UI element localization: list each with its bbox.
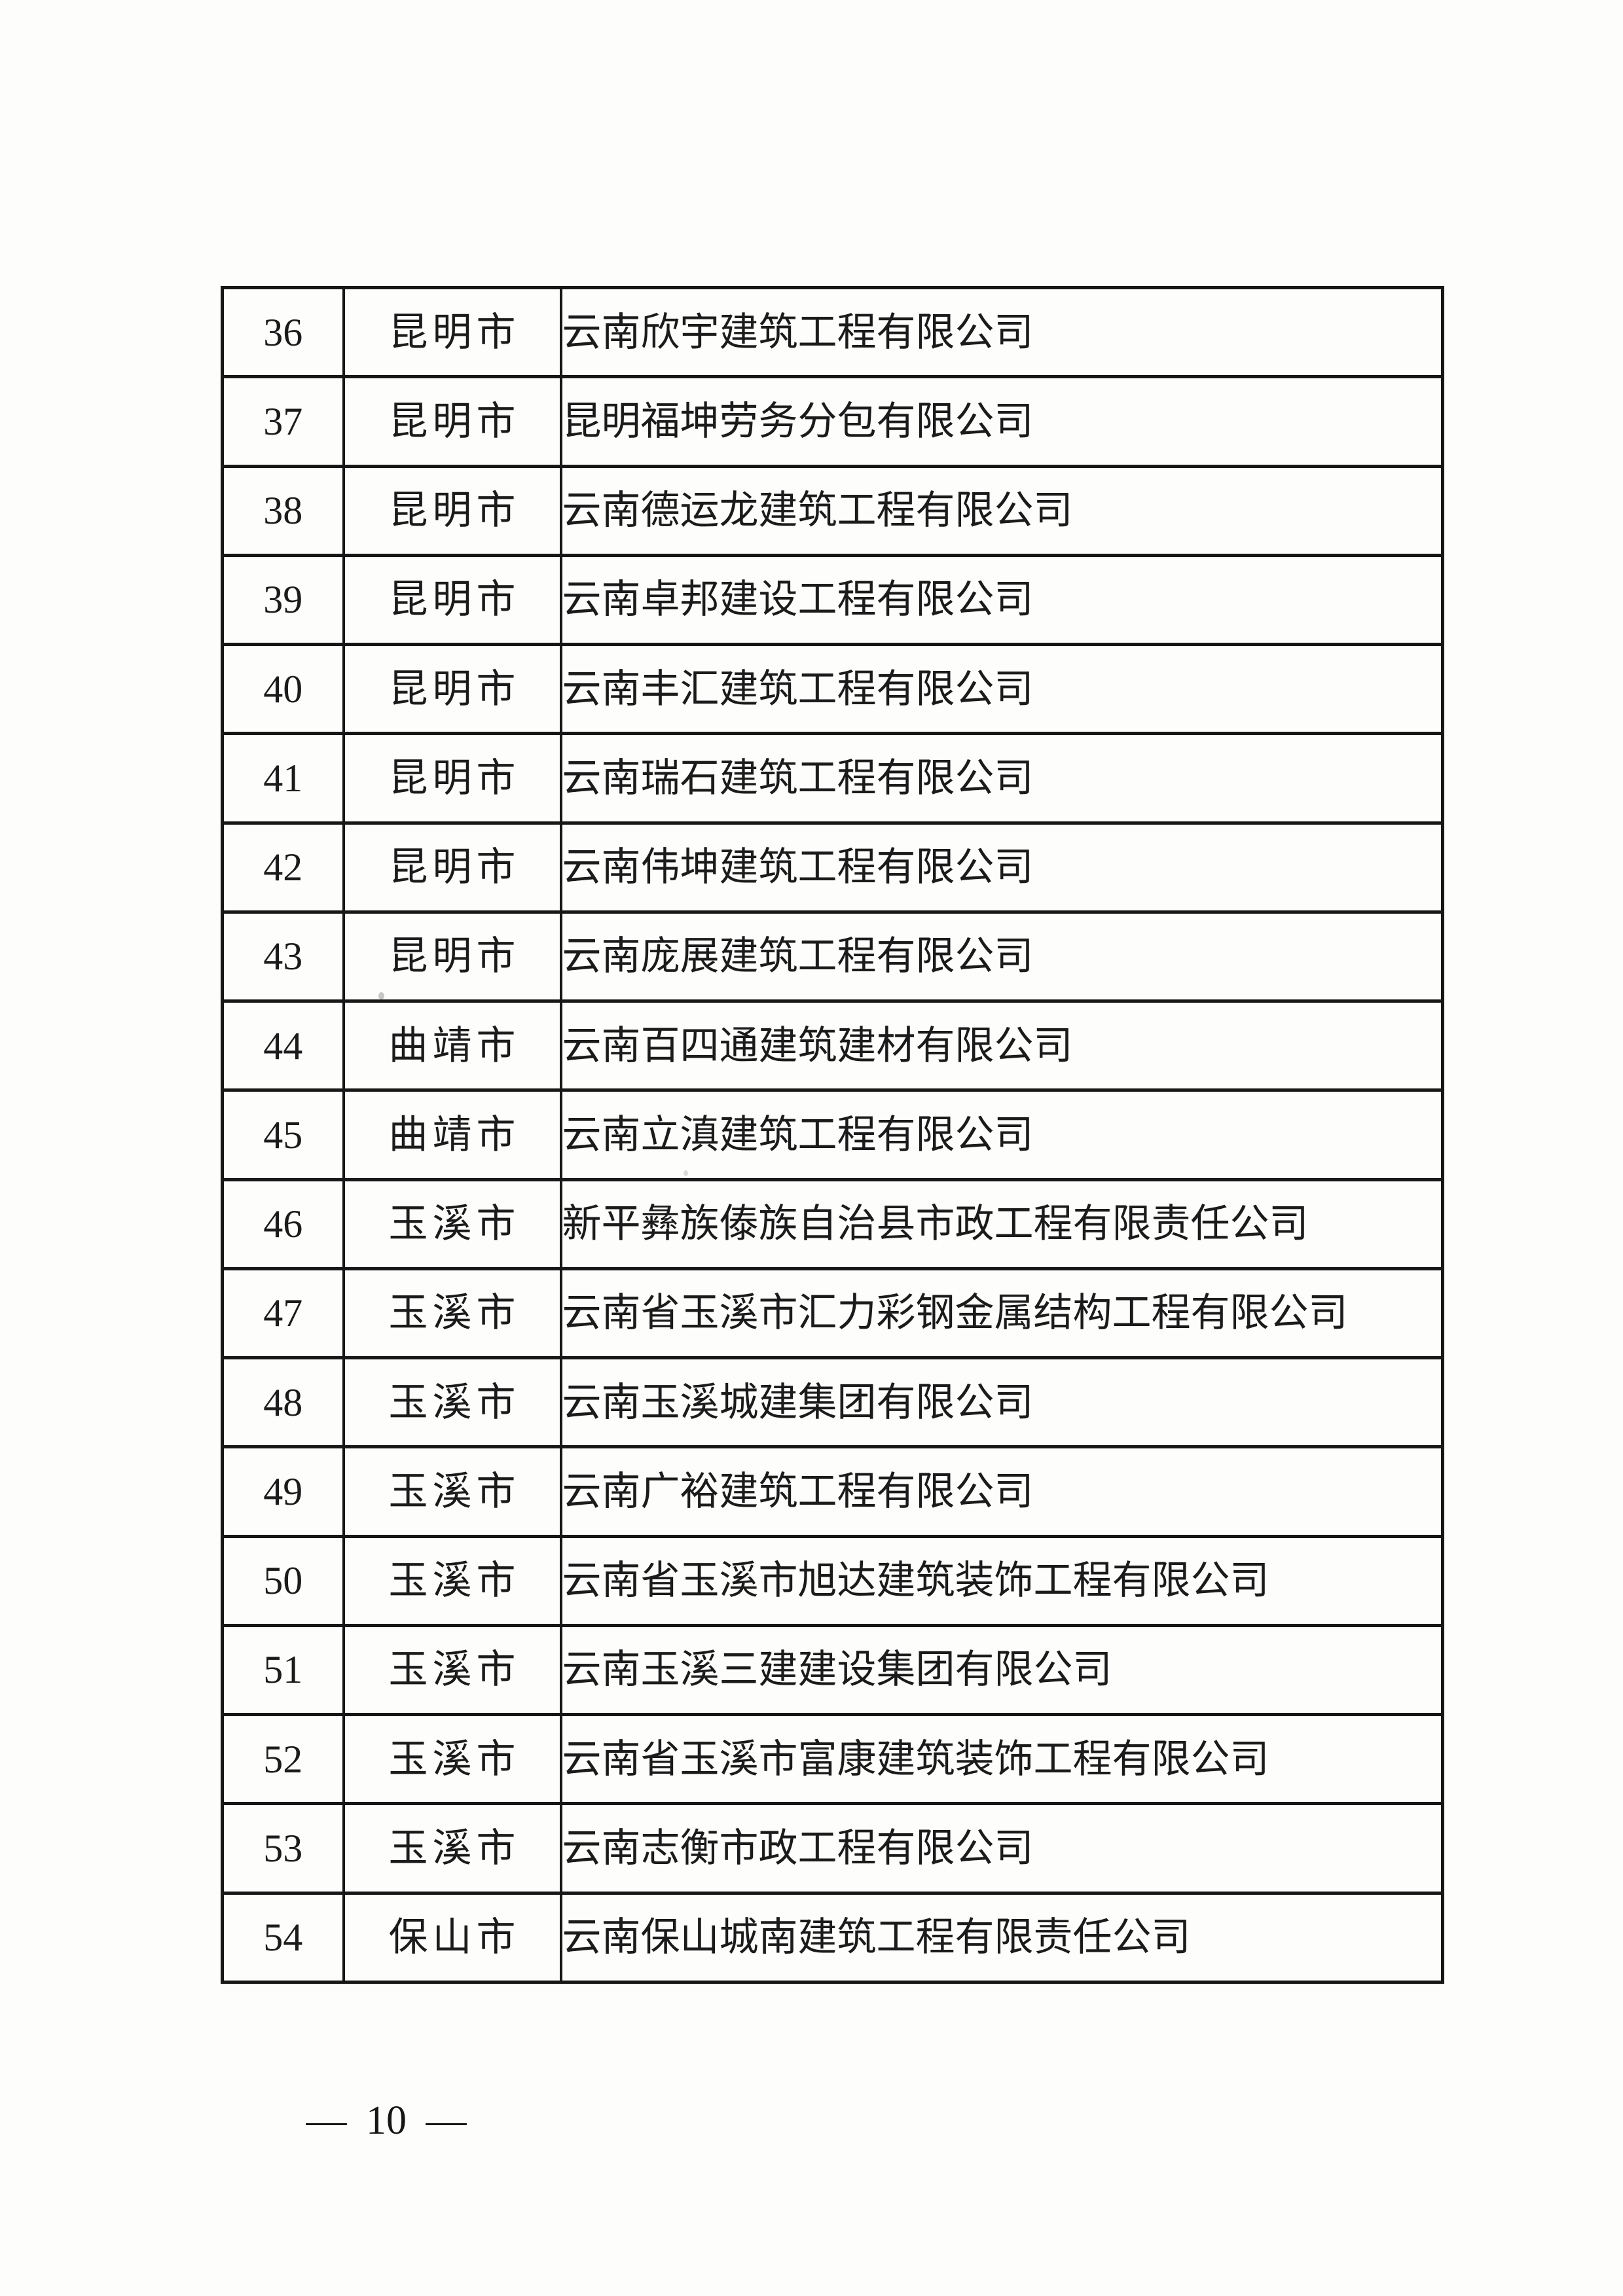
- row-company: 云南玉溪城建集团有限公司: [559, 1355, 1444, 1449]
- company-roster-body: 36 昆明市 云南欣宇建筑工程有限公司 37 昆明市 昆明福坤劳务分包有限公司 …: [221, 285, 1444, 1984]
- row-city: 玉溪市: [342, 1355, 562, 1449]
- row-city: 玉溪市: [342, 1712, 562, 1806]
- row-city: 玉溪市: [342, 1623, 562, 1717]
- row-number: 51: [221, 1623, 345, 1717]
- table-row: 42 昆明市 云南伟坤建筑工程有限公司: [221, 821, 1444, 914]
- row-company: 云南省玉溪市旭达建筑装饰工程有限公司: [559, 1534, 1444, 1627]
- row-number: 43: [221, 910, 345, 1003]
- row-city: 昆明市: [342, 732, 562, 825]
- row-company: 云南德运龙建筑工程有限公司: [559, 464, 1444, 557]
- table-row: 36 昆明市 云南欣宇建筑工程有限公司: [221, 285, 1444, 379]
- row-company: 云南志衡市政工程有限公司: [559, 1802, 1444, 1895]
- row-city: 昆明市: [342, 553, 562, 647]
- row-number: 39: [221, 553, 345, 647]
- row-number: 37: [221, 375, 345, 468]
- row-number: 44: [221, 999, 345, 1092]
- row-company: 云南丰汇建筑工程有限公司: [559, 642, 1444, 736]
- row-city: 玉溪市: [342, 1534, 562, 1627]
- row-number: 50: [221, 1534, 345, 1627]
- row-number: 42: [221, 821, 345, 914]
- page-number: — 10 —: [306, 2098, 467, 2143]
- row-company: 云南玉溪三建建设集团有限公司: [559, 1623, 1444, 1717]
- row-company: 昆明福坤劳务分包有限公司: [559, 375, 1444, 468]
- row-number: 41: [221, 732, 345, 825]
- table-row: 50 玉溪市 云南省玉溪市旭达建筑装饰工程有限公司: [221, 1534, 1444, 1627]
- row-number: 38: [221, 464, 345, 557]
- row-company: 云南百四通建筑建材有限公司: [559, 999, 1444, 1092]
- table-row: 39 昆明市 云南卓邦建设工程有限公司: [221, 553, 1444, 647]
- row-company: 云南省玉溪市汇力彩钢金属结构工程有限公司: [559, 1266, 1444, 1360]
- table-row: 53 玉溪市 云南志衡市政工程有限公司: [221, 1802, 1444, 1895]
- table-row: 45 曲靖市 云南立滇建筑工程有限公司: [221, 1088, 1444, 1181]
- row-city: 玉溪市: [342, 1802, 562, 1895]
- row-company: 新平彝族傣族自治县市政工程有限责任公司: [559, 1177, 1444, 1270]
- row-city: 保山市: [342, 1891, 562, 1984]
- row-city: 昆明市: [342, 642, 562, 736]
- row-city: 昆明市: [342, 821, 562, 914]
- table-row: 48 玉溪市 云南玉溪城建集团有限公司: [221, 1355, 1444, 1449]
- row-city: 昆明市: [342, 285, 562, 379]
- row-number: 45: [221, 1088, 345, 1181]
- table-row: 51 玉溪市 云南玉溪三建建设集团有限公司: [221, 1623, 1444, 1717]
- table-row: 41 昆明市 云南瑞石建筑工程有限公司: [221, 732, 1444, 825]
- row-number: 49: [221, 1445, 345, 1538]
- row-company: 云南卓邦建设工程有限公司: [559, 553, 1444, 647]
- table-row: 38 昆明市 云南德运龙建筑工程有限公司: [221, 464, 1444, 557]
- row-number: 48: [221, 1355, 345, 1449]
- row-company: 云南保山城南建筑工程有限责任公司: [559, 1891, 1444, 1984]
- row-company: 云南伟坤建筑工程有限公司: [559, 821, 1444, 914]
- row-number: 40: [221, 642, 345, 736]
- row-company: 云南欣宇建筑工程有限公司: [559, 285, 1444, 379]
- row-city: 昆明市: [342, 464, 562, 557]
- table-row: 43 昆明市 云南庞展建筑工程有限公司: [221, 910, 1444, 1003]
- scan-speck: [684, 1170, 688, 1176]
- table-row: 40 昆明市 云南丰汇建筑工程有限公司: [221, 642, 1444, 736]
- table-row: 44 曲靖市 云南百四通建筑建材有限公司: [221, 999, 1444, 1092]
- table-row: 49 玉溪市 云南广裕建筑工程有限公司: [221, 1445, 1444, 1538]
- row-number: 53: [221, 1802, 345, 1895]
- row-city: 曲靖市: [342, 1088, 562, 1181]
- row-number: 54: [221, 1891, 345, 1984]
- row-city: 昆明市: [342, 375, 562, 468]
- row-company: 云南庞展建筑工程有限公司: [559, 910, 1444, 1003]
- scan-speck: [378, 992, 384, 999]
- table-row: 54 保山市 云南保山城南建筑工程有限责任公司: [221, 1891, 1444, 1984]
- row-city: 玉溪市: [342, 1266, 562, 1360]
- table-row: 47 玉溪市 云南省玉溪市汇力彩钢金属结构工程有限公司: [221, 1266, 1444, 1360]
- company-roster-table: 36 昆明市 云南欣宇建筑工程有限公司 37 昆明市 昆明福坤劳务分包有限公司 …: [221, 285, 1444, 1984]
- row-number: 52: [221, 1712, 345, 1806]
- row-city: 昆明市: [342, 910, 562, 1003]
- row-number: 46: [221, 1177, 345, 1270]
- row-company: 云南广裕建筑工程有限公司: [559, 1445, 1444, 1538]
- row-number: 36: [221, 285, 345, 379]
- row-company: 云南立滇建筑工程有限公司: [559, 1088, 1444, 1181]
- row-company: 云南省玉溪市富康建筑装饰工程有限公司: [559, 1712, 1444, 1806]
- row-number: 47: [221, 1266, 345, 1360]
- row-company: 云南瑞石建筑工程有限公司: [559, 732, 1444, 825]
- row-city: 玉溪市: [342, 1445, 562, 1538]
- table-row: 37 昆明市 昆明福坤劳务分包有限公司: [221, 375, 1444, 468]
- table-row: 52 玉溪市 云南省玉溪市富康建筑装饰工程有限公司: [221, 1712, 1444, 1806]
- table-row: 46 玉溪市 新平彝族傣族自治县市政工程有限责任公司: [221, 1177, 1444, 1270]
- row-city: 曲靖市: [342, 999, 562, 1092]
- row-city: 玉溪市: [342, 1177, 562, 1270]
